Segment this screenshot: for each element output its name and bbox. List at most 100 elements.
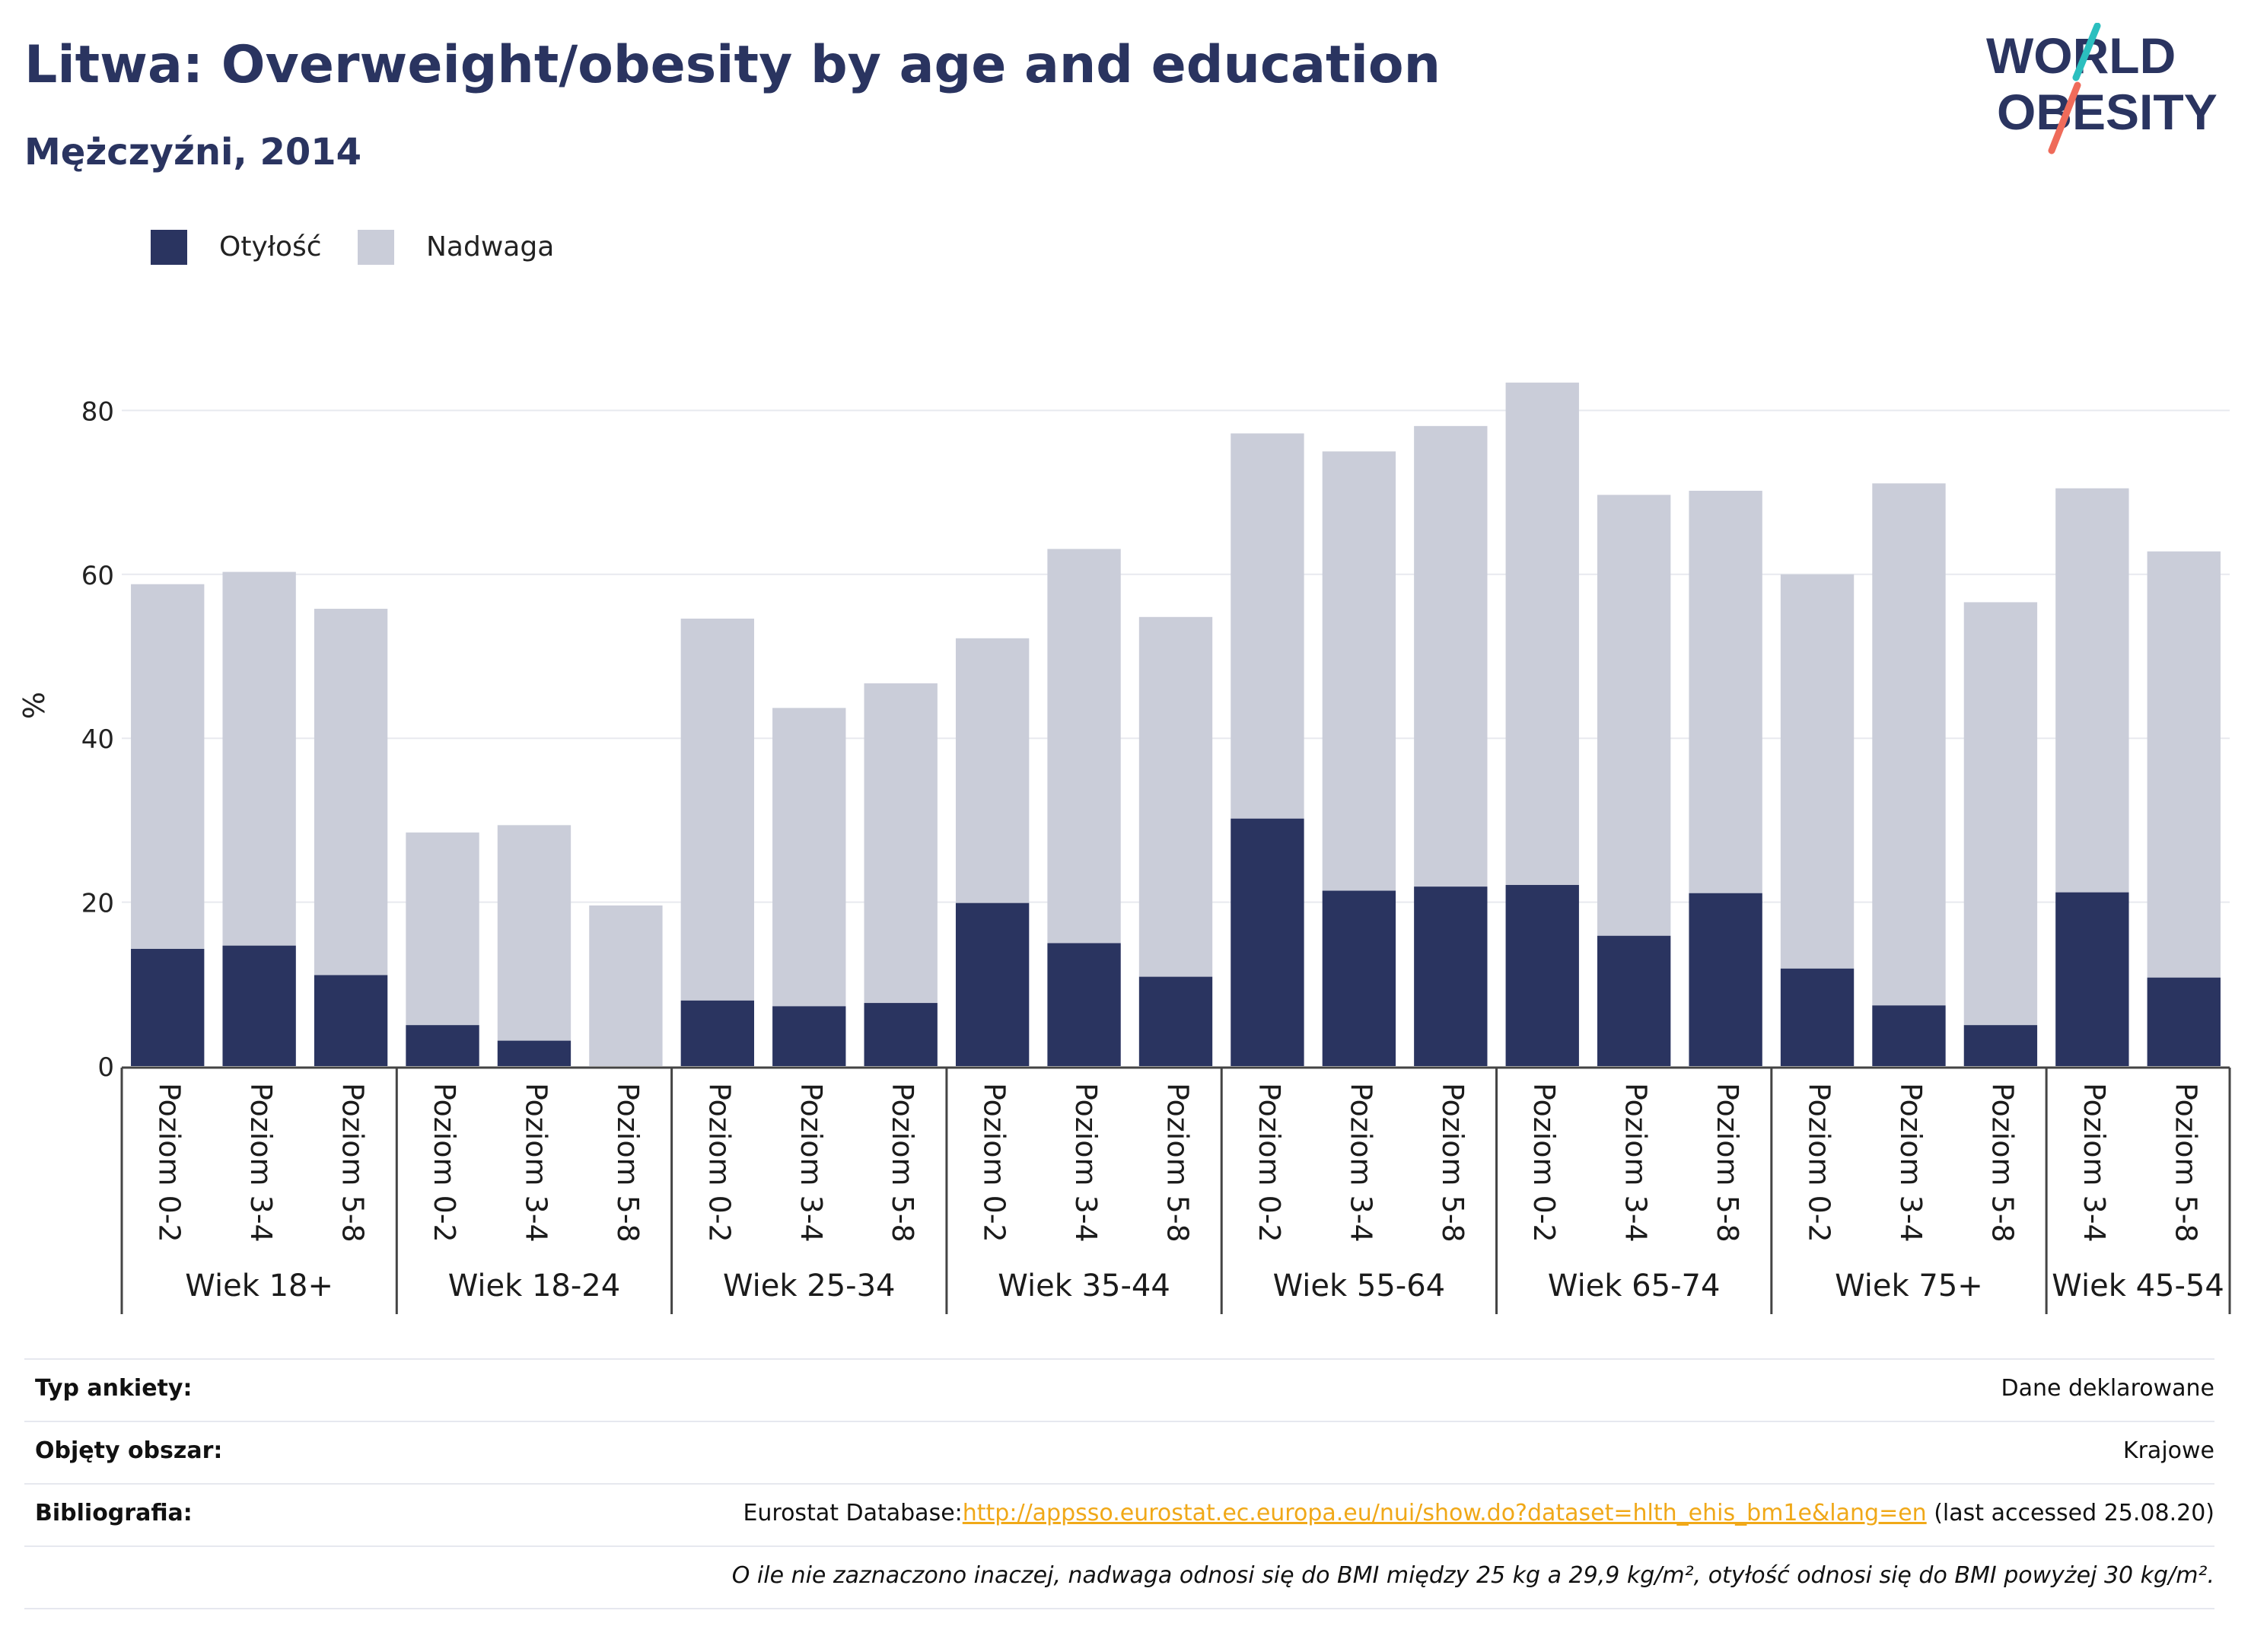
- bar-obesity: [1322, 890, 1396, 1066]
- bar-overweight: [1047, 549, 1121, 944]
- bar-obesity: [1689, 893, 1762, 1066]
- x-category-label: Poziom 0-2: [1803, 1083, 1836, 1243]
- y-tick-label: 80: [81, 396, 114, 427]
- bar-overweight: [497, 825, 572, 1041]
- meta-row-note: O ile nie zaznaczono inaczej, nadwaga od…: [24, 1545, 2214, 1609]
- x-group-label: Wiek 55-64: [1273, 1268, 1446, 1303]
- bibliography-suffix: (last accessed 25.08.20): [1926, 1500, 2214, 1526]
- x-category-label: Poziom 5-8: [1711, 1083, 1744, 1243]
- y-tick-label: 20: [81, 889, 114, 919]
- x-category-label: Poziom 0-2: [1527, 1083, 1561, 1243]
- x-category-label: Poziom 5-8: [886, 1083, 919, 1243]
- bar-overweight: [314, 609, 388, 976]
- bar-overweight: [1138, 616, 1213, 977]
- meta-key-bibliography: Bibliografia:: [35, 1500, 193, 1526]
- bar-obesity: [2055, 892, 2129, 1066]
- bar-obesity: [2147, 977, 2221, 1066]
- logo-slash-top: [2072, 23, 2101, 81]
- x-category-label: Poziom 0-2: [1253, 1083, 1286, 1243]
- x-category-label: Poziom 5-8: [1161, 1083, 1195, 1243]
- meta-value-survey-type: Dane deklarowane: [2001, 1375, 2214, 1402]
- bar-overweight: [1231, 433, 1304, 819]
- x-category-label: Poziom 5-8: [611, 1083, 645, 1243]
- bar-overweight: [1505, 382, 1579, 885]
- x-category-label: Poziom 0-2: [978, 1083, 1011, 1243]
- chart-title: Litwa: Overweight/obesity by age and edu…: [24, 35, 1441, 95]
- y-tick-label: 40: [81, 724, 114, 755]
- bar-obesity: [131, 948, 205, 1066]
- x-category-label: Poziom 0-2: [153, 1083, 186, 1243]
- bar-overweight: [2055, 488, 2129, 893]
- x-category-label: Poziom 5-8: [336, 1083, 370, 1243]
- x-category-label: Poziom 3-4: [1069, 1083, 1103, 1243]
- bar-overweight: [1780, 574, 1855, 969]
- y-tick-label: 0: [97, 1052, 114, 1083]
- bar-overweight: [222, 571, 296, 946]
- bar-obesity: [1780, 968, 1855, 1066]
- bar-obesity: [680, 1000, 754, 1066]
- logo-slash-bottom: [2048, 81, 2081, 154]
- bar-obesity: [1047, 943, 1121, 1066]
- bar-overweight: [864, 683, 938, 1004]
- bar-obesity: [1505, 884, 1579, 1066]
- bar-overweight: [680, 618, 754, 1001]
- x-category-label: Poziom 3-4: [2077, 1083, 2111, 1243]
- meta-value-coverage: Krajowe: [2122, 1437, 2214, 1464]
- logo-line2: OBESITY: [1997, 84, 2218, 140]
- legend-label-overweight: Nadwaga: [426, 231, 555, 263]
- x-category-label: Poziom 3-4: [794, 1083, 828, 1243]
- bar-overweight: [1597, 495, 1671, 936]
- bar-overweight: [589, 905, 663, 1066]
- meta-value-bibliography: Eurostat Database:http://appsso.eurostat…: [743, 1500, 2214, 1526]
- x-group-label: Wiek 75+: [1835, 1268, 1983, 1303]
- bar-obesity: [314, 975, 388, 1066]
- legend-swatch-overweight: [358, 230, 394, 265]
- x-group-label: Wiek 18-24: [448, 1268, 621, 1303]
- bar-obesity: [1414, 886, 1488, 1066]
- x-category-label: Poziom 3-4: [1894, 1083, 1928, 1243]
- bibliography-prefix: Eurostat Database:: [743, 1500, 963, 1526]
- bar-obesity: [1597, 935, 1671, 1066]
- bar-overweight: [406, 832, 479, 1026]
- x-group-label: Wiek 65-74: [1548, 1268, 1721, 1303]
- definition-note: O ile nie zaznaczono inaczej, nadwaga od…: [731, 1562, 2214, 1589]
- x-category-label: Poziom 0-2: [428, 1083, 461, 1243]
- world-obesity-logo: WORLD OBESITY: [1986, 23, 2218, 154]
- x-group-label: Wiek 25-34: [723, 1268, 896, 1303]
- bar-obesity: [222, 945, 296, 1066]
- y-tick-label: 60: [81, 561, 114, 591]
- bar-overweight: [955, 638, 1030, 903]
- bar-obesity: [772, 1006, 846, 1066]
- stacked-bar-chart: 0 20 40 60 80% Poziom 0-2 Poziom 3-4 Poziom 5-8…: [18, 382, 2231, 1314]
- legend-swatch-obesity: [151, 230, 187, 265]
- x-category-label: Poziom 3-4: [519, 1083, 552, 1243]
- bar-overweight: [1872, 483, 1946, 1006]
- bar-obesity: [497, 1040, 572, 1066]
- logo-line1: WORLD: [1986, 27, 2176, 84]
- x-category-label: Poziom 3-4: [1344, 1083, 1377, 1243]
- meta-row-bibliography: Bibliografia: Eurostat Database:http://a…: [24, 1483, 2214, 1545]
- legend-label-obesity: Otyłość: [219, 231, 322, 263]
- bar-overweight: [1414, 425, 1488, 887]
- bar-obesity: [1231, 818, 1304, 1066]
- bar-obesity: [1138, 976, 1213, 1066]
- meta-key-survey-type: Typ ankiety:: [35, 1375, 193, 1402]
- x-group-label: Wiek 35-44: [998, 1268, 1170, 1303]
- bar-obesity: [864, 1003, 938, 1066]
- x-category-label: Poziom 3-4: [244, 1083, 278, 1243]
- bar-overweight: [1689, 490, 1762, 893]
- x-category-label: Poziom 5-8: [2169, 1083, 2202, 1243]
- meta-row-coverage: Objęty obszar: Krajowe: [24, 1421, 2214, 1483]
- bibliography-link[interactable]: http://appsso.eurostat.ec.europa.eu/nui/…: [962, 1500, 1927, 1526]
- x-category-label: Poziom 5-8: [1436, 1083, 1469, 1243]
- x-category-label: Poziom 3-4: [1619, 1083, 1653, 1243]
- bar-obesity: [1872, 1005, 1946, 1066]
- bar-obesity: [406, 1025, 479, 1066]
- y-axis-label: %: [18, 692, 51, 719]
- bar-overweight: [131, 584, 205, 949]
- x-group-label: Wiek 18+: [185, 1268, 333, 1303]
- meta-row-survey-type: Typ ankiety: Dane deklarowane: [24, 1358, 2214, 1421]
- meta-key-coverage: Objęty obszar:: [35, 1437, 223, 1464]
- bar-overweight: [1322, 451, 1396, 891]
- x-group-label: Wiek 45-54: [2052, 1268, 2224, 1303]
